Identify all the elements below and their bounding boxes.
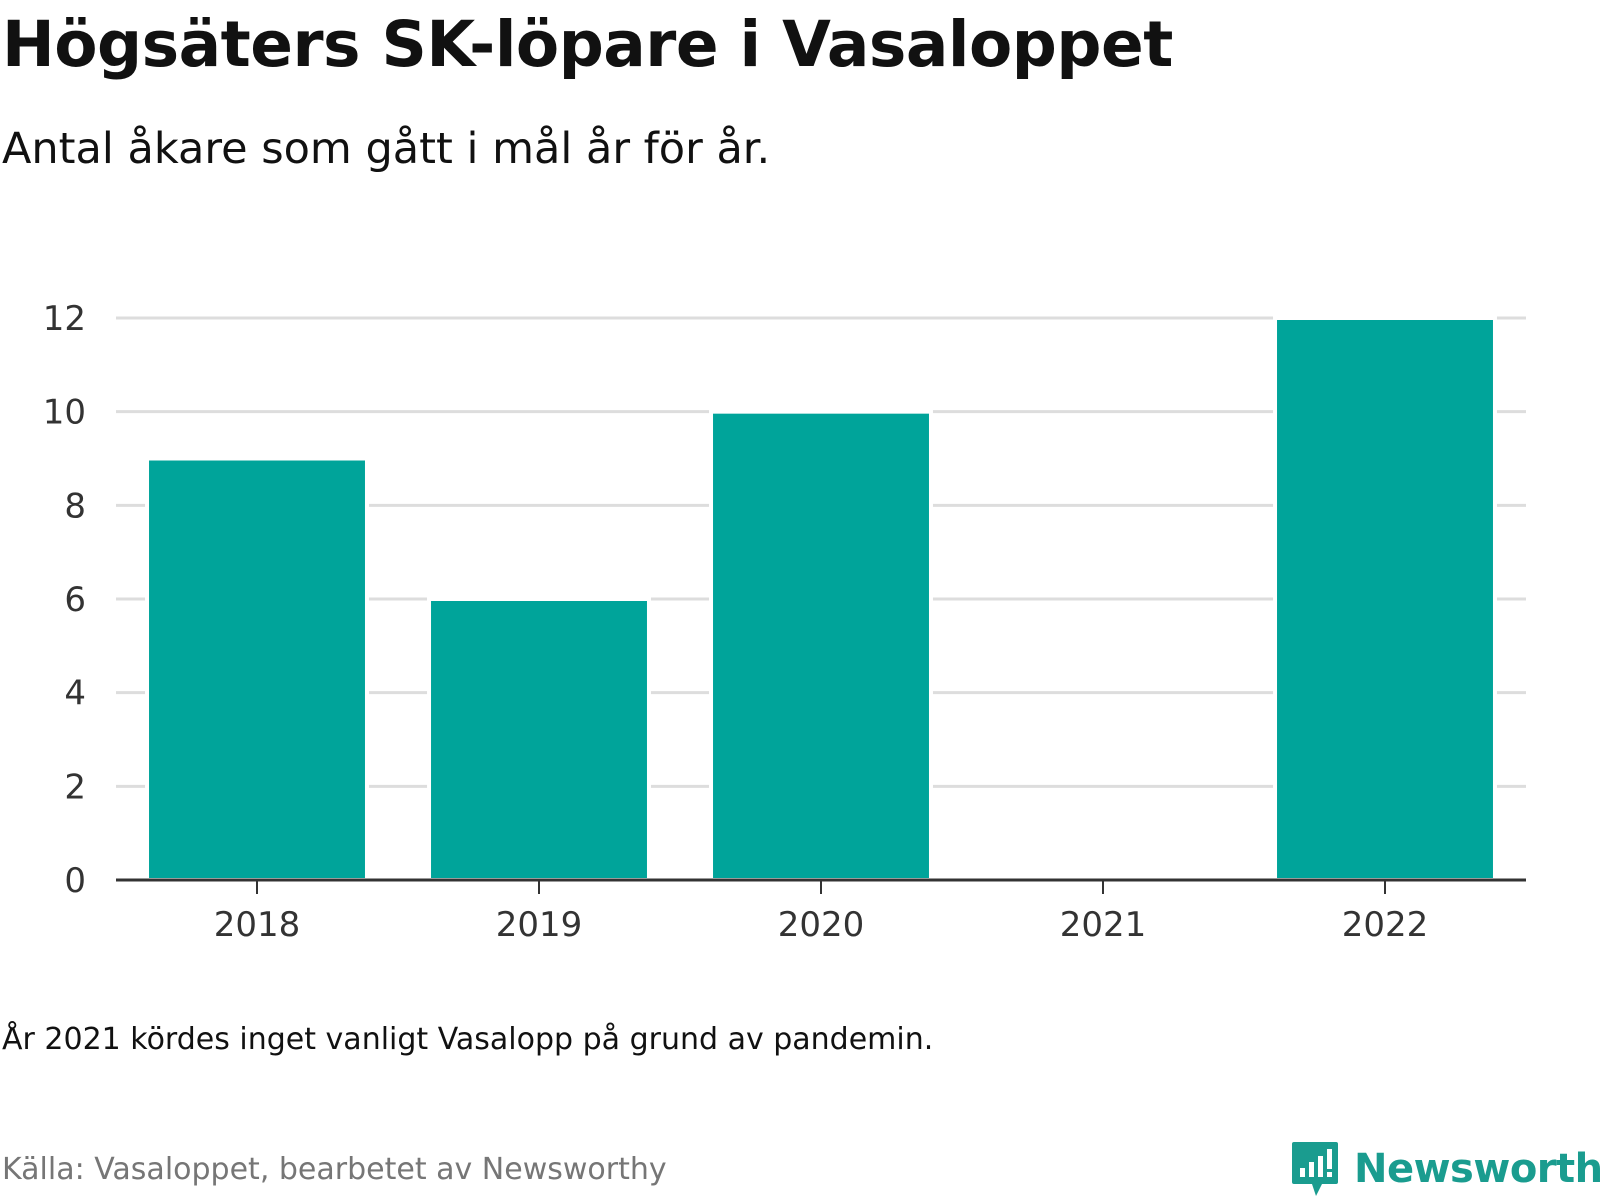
newsworthy-logo-icon bbox=[1292, 1142, 1338, 1196]
y-tick-label: 4 bbox=[64, 674, 86, 714]
bar bbox=[709, 409, 933, 883]
bar bbox=[1273, 316, 1497, 882]
y-tick-label: 2 bbox=[64, 767, 86, 807]
brand-name: Newsworthy bbox=[1354, 1146, 1600, 1192]
chart-subtitle: Antal åkare som gått i mål år för år. bbox=[2, 124, 771, 174]
bar-chart: 0 2 4 6 8 10 12 2018 2019 2020 2021 2022 bbox=[43, 299, 1526, 945]
y-tick-label: 8 bbox=[64, 486, 86, 526]
x-tick-label: 2019 bbox=[496, 905, 583, 945]
source-credit: Källa: Vasaloppet, bearbetet av Newswort… bbox=[2, 1152, 667, 1187]
y-tick-label: 10 bbox=[43, 393, 86, 433]
bar bbox=[427, 597, 651, 882]
chart-title: Högsäters SK-löpare i Vasaloppet bbox=[2, 8, 1173, 81]
bar bbox=[145, 456, 369, 882]
y-tick-label: 12 bbox=[43, 299, 86, 339]
x-tick-label: 2022 bbox=[1342, 905, 1429, 945]
x-tick-label: 2020 bbox=[778, 905, 865, 945]
brand-logo: Newsworthy bbox=[1290, 1140, 1600, 1198]
chart-note: År 2021 kördes inget vanligt Vasalopp på… bbox=[2, 1022, 934, 1057]
x-tick-label: 2018 bbox=[214, 905, 301, 945]
y-tick-label: 6 bbox=[64, 580, 86, 620]
y-tick-label: 0 bbox=[64, 861, 86, 901]
x-tick-label: 2021 bbox=[1060, 905, 1147, 945]
